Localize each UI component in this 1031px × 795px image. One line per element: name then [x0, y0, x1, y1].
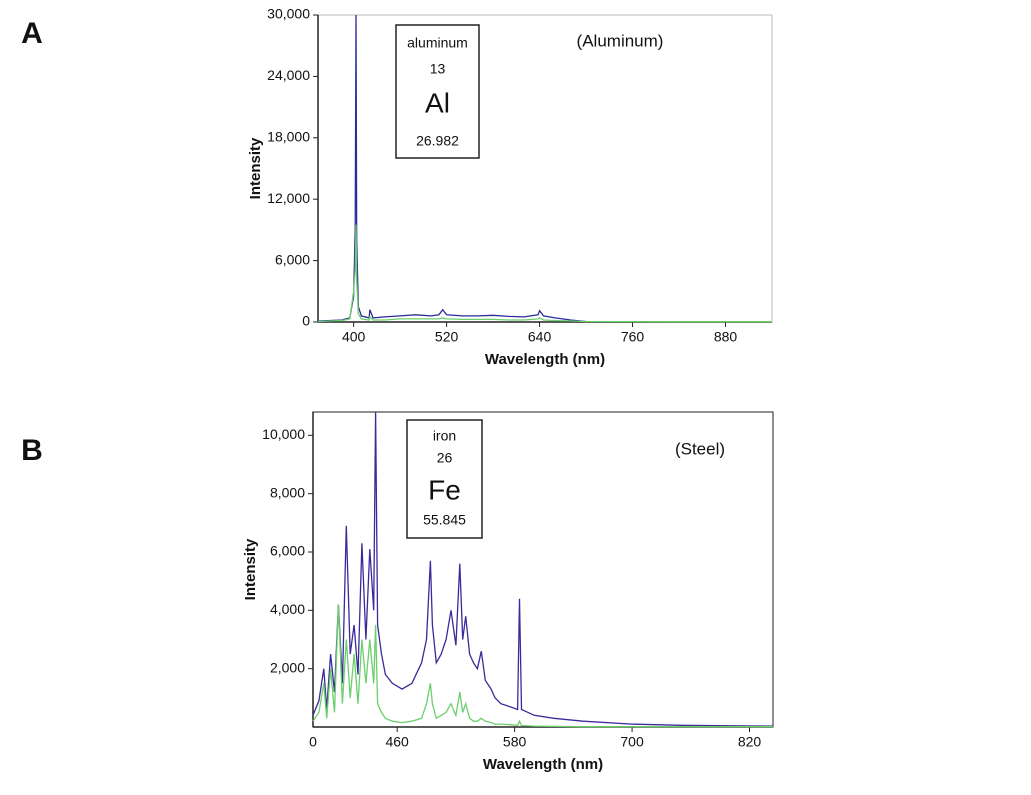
annotation: (Steel): [675, 439, 725, 458]
x-tick-label: 760: [621, 329, 645, 345]
y-tick-label: 6,000: [270, 543, 305, 559]
x-tick-label: 0: [309, 734, 317, 750]
y-tick-label: 18,000: [267, 129, 310, 145]
y-tick-label: 2,000: [270, 659, 305, 675]
spectrum-line: [317, 14, 587, 323]
spectrum-line: [312, 604, 773, 728]
x-tick-label: 640: [528, 329, 552, 345]
x-tick-label: 580: [503, 734, 527, 750]
panel-label: A: [21, 17, 43, 50]
y-tick-label: 24,000: [267, 67, 310, 83]
x-tick-label: 520: [435, 329, 459, 345]
y-tick-label: 10,000: [262, 426, 305, 442]
spectrum-line: [317, 224, 772, 323]
element-number: 26: [437, 450, 453, 466]
element-mass: 55.845: [423, 512, 466, 528]
y-tick-label: 0: [302, 313, 310, 329]
element-mass: 26.982: [416, 133, 459, 149]
element-number: 13: [430, 61, 446, 77]
x-tick-label: 400: [342, 329, 366, 345]
element-box: [395, 24, 480, 159]
y-tick-label: 8,000: [270, 484, 305, 500]
y-axis-label: Intensity: [242, 538, 259, 600]
element-name: aluminum: [407, 35, 468, 51]
x-axis-label: Wavelength (nm): [485, 351, 605, 368]
y-tick-label: 30,000: [267, 6, 310, 22]
element-name: iron: [433, 428, 456, 444]
plot-frame: [317, 14, 773, 323]
x-tick-label: 460: [385, 734, 409, 750]
x-tick-label: 820: [738, 734, 762, 750]
x-tick-label: 880: [714, 329, 738, 345]
y-tick-label: 12,000: [267, 190, 310, 206]
panel-label: B: [21, 434, 43, 467]
plot-frame: [312, 411, 774, 728]
x-tick-label: 700: [620, 734, 644, 750]
x-axis-label: Wavelength (nm): [483, 756, 603, 773]
y-tick-label: 6,000: [275, 251, 310, 267]
element-symbol: Al: [425, 87, 450, 118]
annotation: (Aluminum): [577, 31, 664, 50]
element-box: [406, 419, 483, 539]
element-symbol: Fe: [428, 474, 461, 505]
y-tick-label: 4,000: [270, 601, 305, 617]
y-axis-label: Intensity: [247, 137, 264, 199]
spectrum-line: [312, 411, 774, 727]
